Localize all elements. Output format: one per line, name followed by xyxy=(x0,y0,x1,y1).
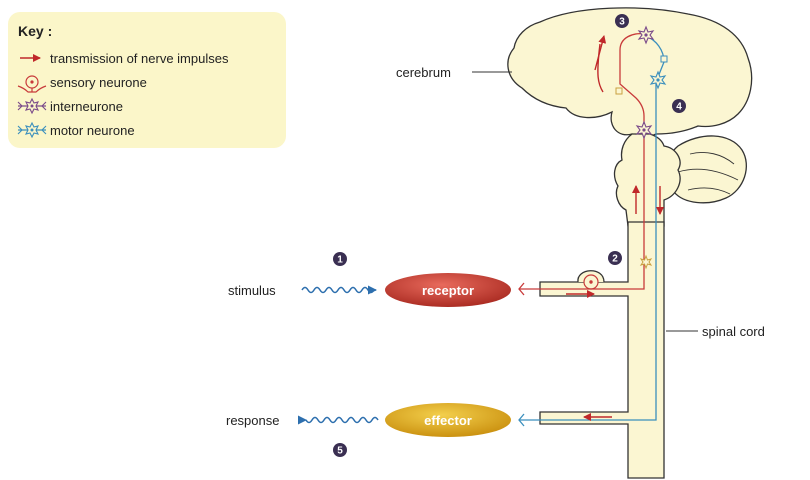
sensory-neurone-path xyxy=(519,32,647,290)
svg-text:3: 3 xyxy=(619,17,625,28)
stimulus-label: stimulus xyxy=(228,283,276,298)
response-label: response xyxy=(226,413,279,428)
motor-neurone-icon xyxy=(17,121,47,139)
motor-neurone-cell-brain xyxy=(649,70,667,90)
svg-text:4: 4 xyxy=(676,102,682,113)
svg-text:1: 1 xyxy=(337,255,343,266)
interneurone-cell-top xyxy=(637,25,655,45)
effector-label: effector xyxy=(424,413,472,428)
synapse-marker xyxy=(660,55,668,63)
step-badge-1: 1 xyxy=(333,252,347,266)
effector-pill: effector xyxy=(385,403,511,437)
step-badge-3: 3 xyxy=(615,14,629,28)
receptor-pill: receptor xyxy=(385,273,511,307)
interneurone-cell-mid xyxy=(635,120,653,140)
key-title: Key : xyxy=(18,23,52,39)
impulse-arrow xyxy=(597,43,604,93)
response-wave xyxy=(305,416,379,430)
interneurone-cell-spinal xyxy=(639,254,653,270)
sensory-ending xyxy=(518,282,525,296)
key-item-interneurone: interneurone xyxy=(50,99,123,114)
motor-ending xyxy=(518,413,525,427)
key-item-transmission: transmission of nerve impulses xyxy=(50,51,229,66)
svg-text:5: 5 xyxy=(337,446,343,457)
key-box: Key : transmission of nerve impulses sen… xyxy=(8,12,286,148)
key-item-motor: motor neurone xyxy=(50,123,135,138)
step-badge-5: 5 xyxy=(333,443,347,457)
interneurone-icon xyxy=(17,97,47,115)
key-background xyxy=(8,12,286,148)
cerebrum-label: cerebrum xyxy=(396,65,451,80)
spinal-cord-label: spinal cord xyxy=(702,324,765,339)
step-badge-4: 4 xyxy=(672,99,686,113)
brainstem-shape xyxy=(613,133,681,227)
cerebrum-shape xyxy=(507,7,753,138)
key-item-sensory: sensory neurone xyxy=(50,75,147,90)
stimulus-wave xyxy=(301,285,377,295)
spinal-cord-shape xyxy=(539,221,665,479)
brain xyxy=(507,7,753,227)
step-badge-2: 2 xyxy=(608,251,622,265)
receptor-label: receptor xyxy=(422,283,474,298)
dorsal-root-ganglion xyxy=(577,270,605,290)
sensory-neurone-icon xyxy=(17,75,47,93)
synapse-marker xyxy=(615,87,623,95)
svg-text:2: 2 xyxy=(612,254,618,265)
